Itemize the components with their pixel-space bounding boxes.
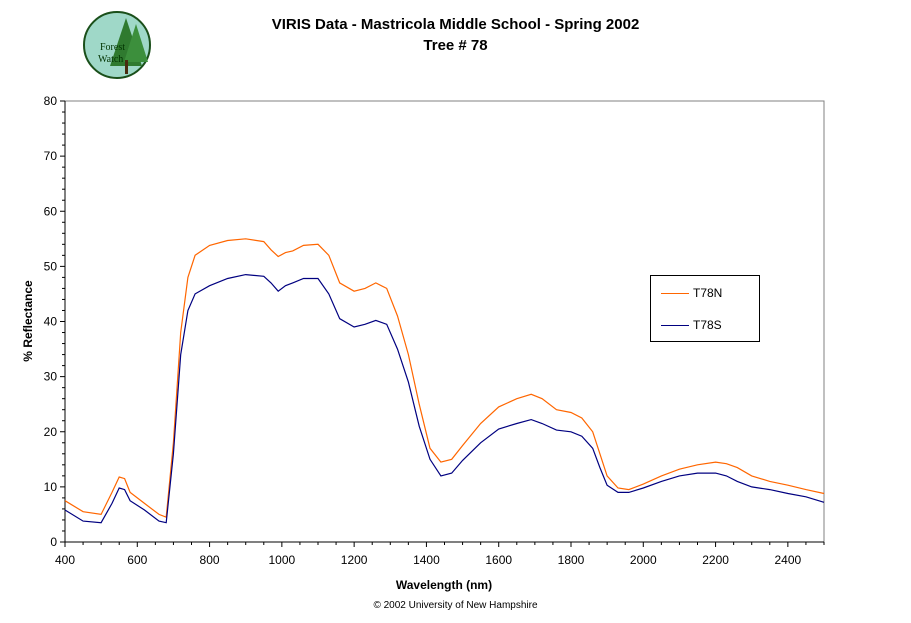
x-tick-label: 2000 <box>630 553 657 567</box>
legend-label-series-1: T78N <box>693 286 723 300</box>
y-tick-label: 10 <box>44 480 58 494</box>
series-line-2 <box>64 273 825 524</box>
x-tick-label: 800 <box>200 553 220 567</box>
y-tick-label: 80 <box>44 94 58 108</box>
series-line-1 <box>64 238 825 519</box>
x-tick-label: 600 <box>127 553 147 567</box>
y-tick-label: 30 <box>44 370 58 384</box>
y-tick-label: 20 <box>44 425 58 439</box>
chart-legend: T78N T78S <box>650 275 760 342</box>
x-tick-label: 1200 <box>341 553 368 567</box>
legend-item-series-1: T78N <box>661 285 722 301</box>
x-tick-label: 2400 <box>775 553 802 567</box>
legend-swatch-series-1 <box>661 292 689 294</box>
x-tick-label: 2200 <box>702 553 729 567</box>
y-tick-label: 60 <box>44 204 58 218</box>
legend-swatch-series-2 <box>661 324 689 326</box>
forest-watch-logo: Forest Watch <box>83 11 151 79</box>
chart-subtitle: Tree # 78 <box>423 37 488 54</box>
logo-text-line1: Forest <box>100 42 125 53</box>
x-axis-label: Wavelength (nm) <box>396 578 492 592</box>
x-tick-label: 1400 <box>413 553 440 567</box>
y-tick-label: 50 <box>44 259 58 273</box>
copyright-footer: © 2002 University of New Hampshire <box>373 600 538 611</box>
y-tick-label: 40 <box>44 315 58 329</box>
chart-title: VIRIS Data - Mastricola Middle School - … <box>271 16 640 33</box>
legend-label-series-2: T78S <box>693 318 722 332</box>
x-tick-label: 1800 <box>558 553 585 567</box>
x-tick-label: 1600 <box>485 553 512 567</box>
y-axis-label: % Reflectance <box>21 280 35 362</box>
legend-item-series-2: T78S <box>661 317 722 333</box>
x-tick-label: 1000 <box>269 553 296 567</box>
logo-text-line2: Watch <box>98 54 123 65</box>
x-tick-label: 400 <box>55 553 75 567</box>
y-tick-label: 0 <box>50 535 57 549</box>
y-tick-label: 70 <box>44 149 58 163</box>
